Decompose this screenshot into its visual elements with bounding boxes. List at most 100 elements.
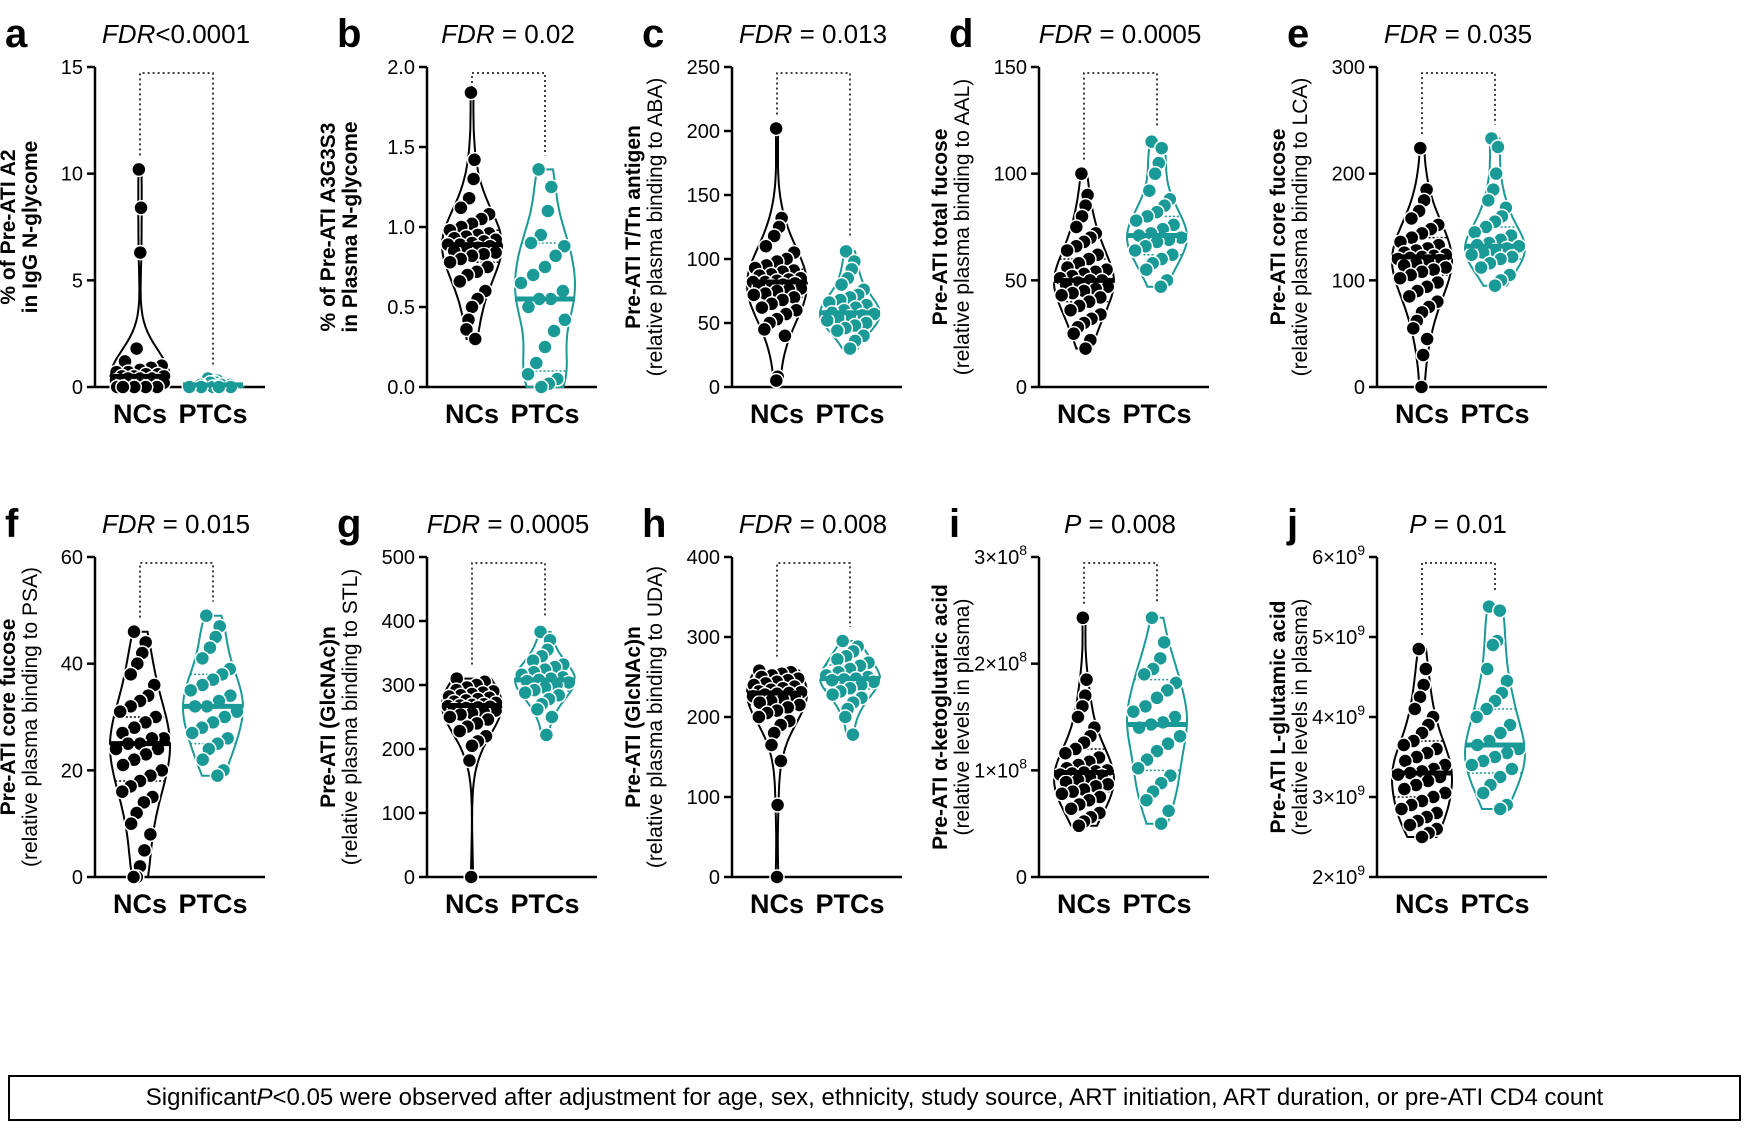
y-label-line-1: Pre-ATI (GlcNAc)n <box>317 626 340 808</box>
title-stat-value: = 0.02 <box>495 19 575 49</box>
footnote-italic: P <box>256 1084 273 1111</box>
y-tick-exponent: 9 <box>1357 542 1365 558</box>
title-stat-label: FDR <box>441 19 494 49</box>
data-point <box>1070 709 1086 725</box>
y-tick-label: 20 <box>61 760 83 782</box>
title-stat-label: FDR <box>102 19 155 49</box>
y-tick-exponent: 9 <box>1357 622 1365 638</box>
x-category-label: PTCs <box>510 889 579 919</box>
title-stat-value: = 0.015 <box>155 509 250 539</box>
data-point <box>1401 288 1418 305</box>
x-category-label: PTCs <box>1122 399 1191 429</box>
data-point <box>837 709 854 725</box>
significance-bracket <box>776 562 851 657</box>
title-stat-label: P <box>1409 509 1427 539</box>
data-point <box>766 228 782 244</box>
data-point <box>768 120 784 137</box>
data-point <box>1136 666 1152 683</box>
y-tick-label: 0 <box>1016 377 1027 399</box>
x-category-label: PTCs <box>1460 889 1529 919</box>
y-tick-mantissa: 5×10 <box>1312 627 1357 649</box>
y-label-line-2: (relative plasma binding to LCA) <box>1289 78 1312 377</box>
data-point <box>528 355 545 371</box>
data-point <box>202 639 218 656</box>
data-point <box>829 651 846 668</box>
y-axis-label: Pre-ATI (GlcNAc)n(relative plasma bindin… <box>622 566 667 868</box>
data-point <box>544 709 560 725</box>
data-point <box>453 200 469 216</box>
y-tick-label: 2×109 <box>1312 862 1365 889</box>
data-point <box>1062 302 1079 318</box>
data-point <box>768 372 785 389</box>
y-label-line-2: in Plasma N-glycome <box>339 121 362 332</box>
data-point <box>1463 246 1480 263</box>
data-point <box>1413 379 1430 395</box>
data-point <box>1415 347 1431 363</box>
data-point <box>773 753 789 769</box>
significance-bracket <box>1421 72 1496 135</box>
y-label-line-1: Pre-ATI L-glutamic acid <box>1267 601 1290 834</box>
data-point <box>1414 829 1430 845</box>
data-point <box>1393 801 1410 817</box>
y-tick-label: 1.5 <box>387 137 415 159</box>
data-point <box>1152 650 1169 667</box>
data-point <box>209 767 226 784</box>
panel-g: g FDR = 0.0005 0 100 200 300 400 500 Pre-ATI (Gl… <box>317 502 597 919</box>
y-tick-label: 6×109 <box>1312 542 1365 569</box>
data-point <box>1144 610 1160 626</box>
x-category-label: NCs <box>445 889 499 919</box>
data-point <box>1159 682 1176 699</box>
significance-bracket <box>139 562 214 618</box>
data-point <box>1160 735 1176 752</box>
footnote-prefix: Significant <box>145 1084 257 1111</box>
y-tick-label: 150 <box>994 57 1027 79</box>
title-stat-value: = 0.008 <box>792 509 887 539</box>
y-tick-label: 400 <box>382 611 415 633</box>
title-stat-label: FDR <box>739 509 792 539</box>
panel-a: a FDR<0.0001 0 5 10 15 % of Pre-ATI A2in IgG N… <box>0 12 265 429</box>
data-point <box>520 366 536 382</box>
y-tick-label: 100 <box>1332 270 1365 292</box>
y-tick-mantissa: 6×10 <box>1312 547 1357 569</box>
title-stat-label: P <box>1064 509 1082 539</box>
data-point <box>1075 610 1091 626</box>
y-tick-label: 500 <box>382 547 415 569</box>
y-tick-label: 100 <box>994 164 1027 186</box>
y-tick-label: 100 <box>687 787 720 809</box>
data-point <box>131 161 147 178</box>
data-point <box>452 273 468 290</box>
x-category-label: NCs <box>1395 399 1449 429</box>
data-point <box>1480 192 1497 209</box>
x-category-label: PTCs <box>178 399 247 429</box>
y-tick-label: 0 <box>709 377 720 399</box>
data-point <box>1068 219 1085 235</box>
data-point <box>833 276 850 293</box>
footnote-box: Significant P <0.05 were observed after a… <box>8 1075 1741 1121</box>
data-point <box>529 701 546 718</box>
y-tick-label: 3×108 <box>974 542 1027 569</box>
x-category-label: NCs <box>445 399 499 429</box>
data-point <box>1149 743 1165 759</box>
data-point <box>465 171 482 187</box>
y-tick-label: 2.0 <box>387 57 415 79</box>
x-category-label: PTCs <box>1460 399 1529 429</box>
data-point <box>467 331 484 347</box>
y-tick-label: 40 <box>61 654 83 676</box>
data-point <box>756 321 773 338</box>
y-tick-exponent: 8 <box>1019 649 1027 665</box>
y-tick-label: 0.0 <box>387 377 415 399</box>
y-tick-label: 4×109 <box>1312 702 1365 729</box>
data-point <box>746 287 762 303</box>
data-point <box>1053 287 1070 304</box>
data-point <box>1403 210 1420 227</box>
data-point <box>1467 224 1483 241</box>
data-point <box>845 726 861 743</box>
y-label-line-2: (relative plasma binding to ABA) <box>644 78 667 377</box>
data-point <box>533 379 550 395</box>
data-point <box>464 299 480 315</box>
data-point <box>1071 818 1087 834</box>
data-point <box>525 267 541 283</box>
panel-letter: e <box>1287 12 1309 56</box>
panel-title: FDR = 0.0005 <box>427 509 590 539</box>
